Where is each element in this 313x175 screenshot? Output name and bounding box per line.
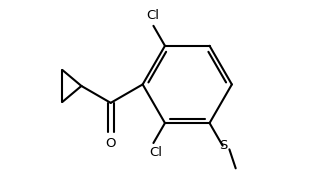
Text: O: O <box>105 137 116 150</box>
Text: Cl: Cl <box>146 9 159 23</box>
Text: S: S <box>219 139 228 152</box>
Text: Cl: Cl <box>149 146 162 159</box>
